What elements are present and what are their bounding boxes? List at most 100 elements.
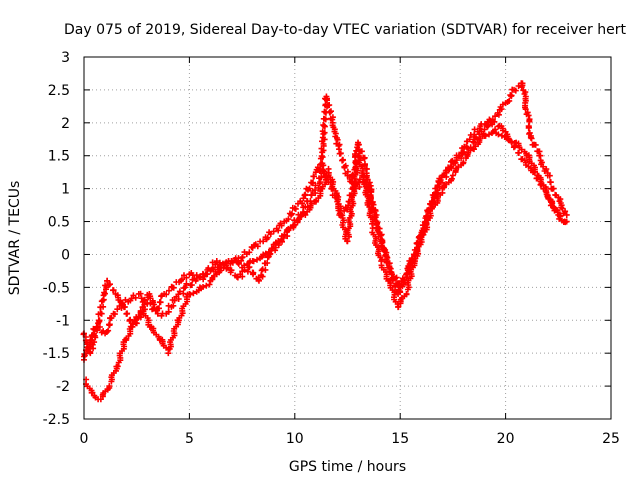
series-marker-trail	[313, 164, 323, 173]
x-tick-label: 25	[602, 431, 620, 447]
series-marker-trail	[361, 172, 376, 212]
series-marker-trail	[323, 95, 336, 123]
x-axis-label: GPS time / hours	[289, 459, 406, 475]
series-marker-trail	[441, 175, 455, 191]
series-marker-trail	[129, 314, 144, 327]
y-tick-label: -2	[56, 379, 70, 395]
series-marker-trail	[137, 291, 152, 315]
series-marker-trail	[555, 194, 569, 217]
series-marker-trail	[273, 220, 285, 234]
data-point	[228, 258, 235, 265]
series-marker-trail	[209, 267, 224, 283]
y-tick-label: 3	[61, 50, 70, 66]
data-point	[352, 185, 359, 192]
plot-frame	[83, 56, 612, 420]
series-track-2	[83, 126, 570, 403]
data-point	[403, 290, 410, 297]
series-marker-trail	[183, 276, 196, 289]
series-marker-trail	[163, 283, 175, 298]
data-point	[563, 211, 570, 218]
data-point	[234, 274, 241, 281]
y-tick-label: 0	[61, 247, 70, 263]
data-point	[270, 228, 277, 235]
series-marker-trail	[438, 167, 450, 186]
series-track-3	[80, 93, 568, 357]
series-marker-trail	[478, 118, 491, 130]
series-marker-trail	[179, 272, 190, 283]
series-marker-trail	[231, 257, 242, 267]
y-tick-label: 2.5	[48, 83, 70, 99]
series-marker-trail	[531, 168, 545, 188]
series-marker-trail	[262, 229, 274, 243]
y-tick-label: 1	[61, 182, 70, 198]
series-marker-trail	[250, 253, 265, 265]
series-marker-trail	[187, 287, 202, 298]
series-marker-trail	[313, 188, 324, 204]
data-point	[561, 218, 568, 225]
grid	[84, 57, 611, 419]
data-point	[466, 136, 473, 143]
series-marker-trail	[159, 336, 172, 353]
data-point	[89, 389, 96, 396]
series-marker-trail	[111, 303, 125, 318]
x-tick-label: 20	[497, 431, 515, 447]
data-point	[308, 192, 315, 199]
series-marker-trail	[346, 174, 358, 190]
series-marker-trail	[369, 207, 385, 243]
series-marker-trail	[103, 314, 115, 335]
x-tick-label: 0	[80, 431, 89, 447]
data-point	[456, 152, 463, 159]
data-point	[182, 284, 189, 291]
series-marker-trail	[458, 138, 471, 157]
series-marker-trail	[494, 101, 506, 118]
series-marker-trail	[237, 266, 251, 280]
y-tick-label: -2.5	[43, 412, 70, 428]
data-point	[344, 238, 351, 245]
series-marker-trail	[96, 324, 107, 336]
series-marker-trail	[115, 336, 129, 366]
series-marker-trail	[128, 292, 139, 302]
data-point	[213, 258, 220, 265]
series-marker-trail	[369, 229, 385, 263]
y-tick-label: 0.5	[48, 215, 70, 231]
y-tick-label: -0.5	[43, 280, 70, 296]
data-point	[449, 172, 456, 179]
chart-title: Day 075 of 2019, Sidereal Day-to-day VTE…	[64, 22, 626, 38]
series-marker-trail	[482, 128, 497, 139]
data-point	[114, 363, 121, 370]
data-point	[470, 139, 477, 146]
data-point	[171, 297, 178, 304]
series-marker-trail	[354, 141, 368, 169]
series-marker-trail	[91, 392, 102, 403]
series-marker-trail	[170, 279, 183, 291]
data-point	[104, 277, 111, 284]
data-point	[492, 113, 499, 120]
series-marker-trail	[378, 240, 393, 267]
y-axis-label: SDTVAR / TECUs	[7, 181, 23, 296]
series-marker-trail	[114, 292, 126, 309]
series-marker-trail	[158, 310, 166, 319]
data-point	[317, 179, 324, 186]
data-point	[395, 304, 402, 311]
data-point	[492, 126, 499, 133]
series-marker-trail	[267, 239, 282, 257]
series-marker-trail	[198, 281, 213, 292]
series-marker-trail	[521, 157, 535, 174]
series-marker-trail	[176, 291, 191, 321]
series-marker-trail	[229, 255, 245, 266]
x-tick-label: 5	[185, 431, 194, 447]
series-marker-trail	[336, 150, 351, 177]
y-tick-label: -1.5	[43, 346, 70, 362]
series-marker-trail	[95, 277, 111, 324]
series-layer	[80, 80, 570, 403]
data-point	[165, 350, 172, 357]
series-marker-trail	[147, 293, 161, 314]
series-marker-trail	[302, 173, 317, 198]
series-marker-trail	[278, 226, 292, 245]
series-marker-trail	[105, 281, 117, 294]
series-marker-trail	[204, 259, 219, 278]
series-marker-trail	[512, 80, 525, 94]
y-tick-label: 2	[61, 116, 70, 132]
x-tick-label: 15	[391, 431, 409, 447]
